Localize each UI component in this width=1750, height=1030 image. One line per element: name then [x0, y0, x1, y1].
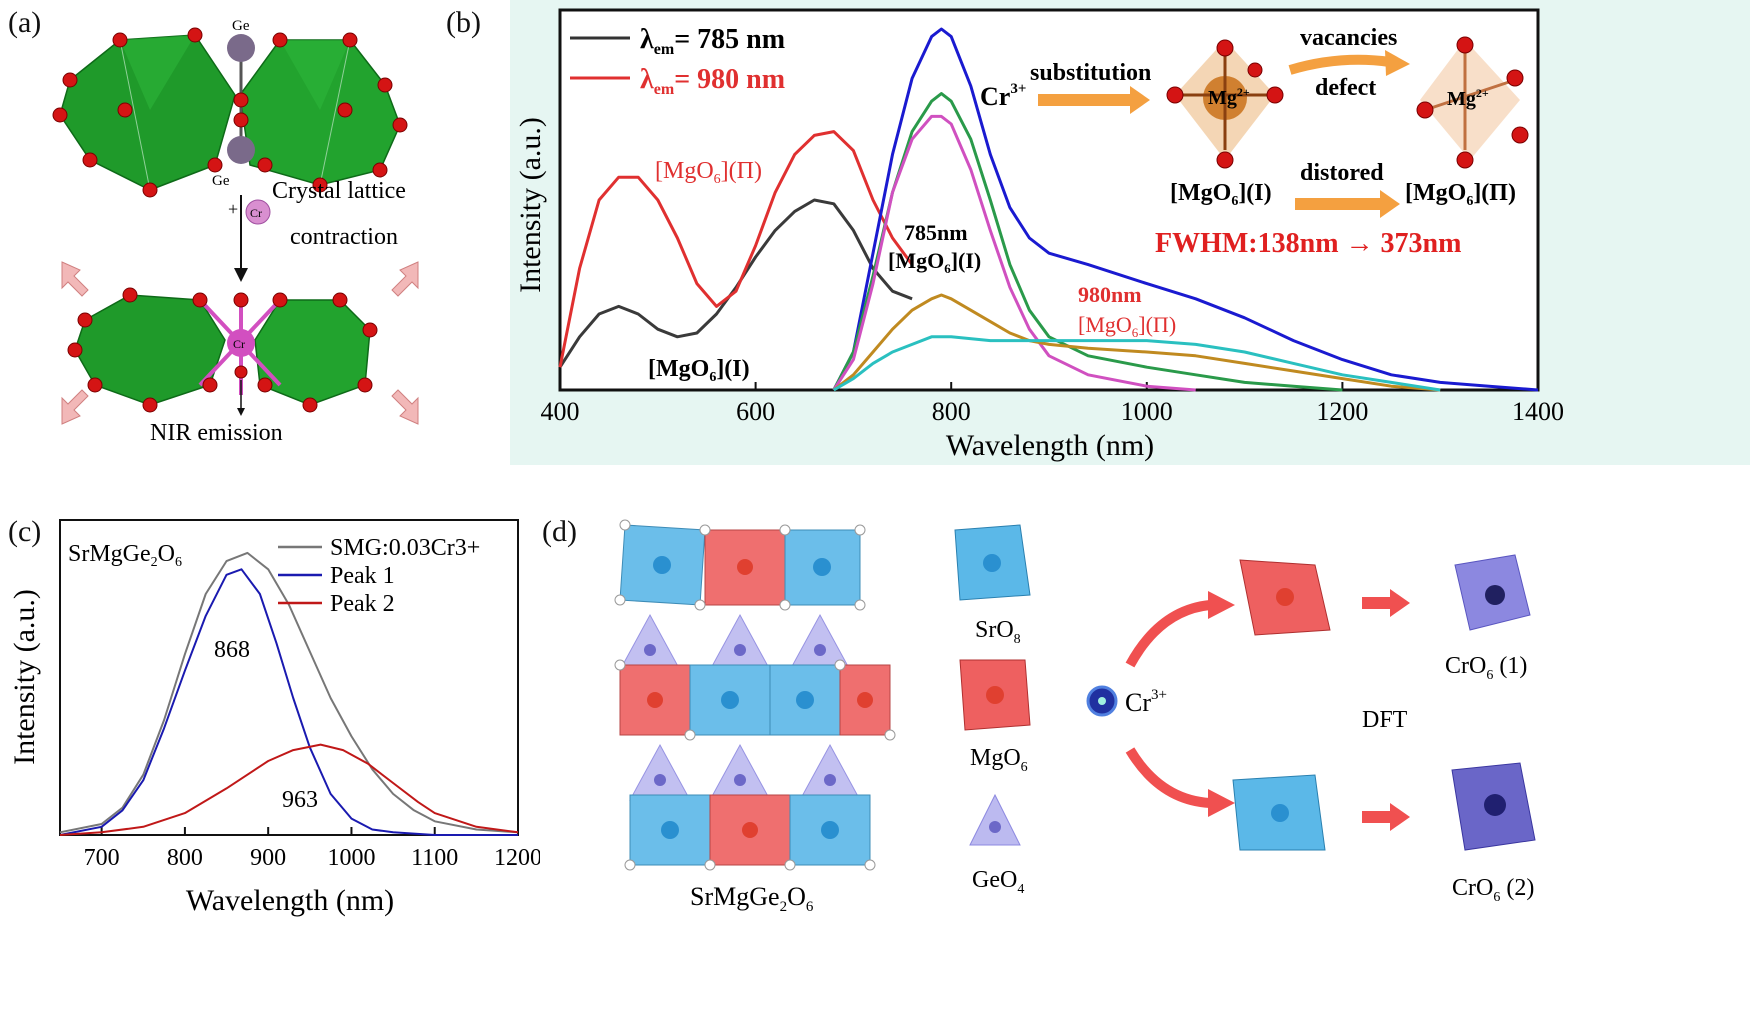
- x-tick-label: 800: [167, 845, 203, 871]
- x-axis-label-c: Wavelength (nm): [186, 884, 394, 917]
- plus-sign: +: [228, 199, 238, 219]
- mg-right: Mg2+: [1447, 86, 1489, 110]
- distored-text: distored: [1300, 160, 1384, 186]
- series-line-5: [832, 293, 1441, 392]
- panel-a-label: (a): [8, 6, 42, 39]
- x-axis-label-b: Wavelength (nm): [946, 429, 1154, 462]
- x-tick-label: 400: [541, 397, 580, 426]
- series-line-0: [59, 551, 519, 834]
- series-line-2: [832, 27, 1539, 392]
- panel-c: (c) 700 800 900 1000 1100 1200 Wavelength (nm…: [0, 505, 540, 1030]
- legend-b: λem= 785 nm λem= 980 nm: [570, 24, 785, 98]
- curved-arrow-up: [1125, 600, 1211, 668]
- cr3-label-b: Cr3+: [980, 81, 1026, 111]
- y-axis-label-b: Intensity (a.u.): [514, 117, 547, 293]
- plot-frame-c: [59, 519, 519, 836]
- panel-d-structure: SrMgGe2O6 SrO8 MgO6 GeO4 Cr3+ Cr: [614, 519, 1536, 915]
- x-tick-label: 1000: [327, 845, 375, 871]
- crystal-lattice-text: Crystal lattice: [272, 178, 406, 204]
- vacancies-text: vacancies: [1300, 25, 1397, 51]
- cr-atom-label: Cr: [250, 206, 262, 220]
- mgo6-I-label: [MgO6](I): [1170, 180, 1272, 209]
- defect-text: defect: [1315, 75, 1376, 101]
- x-tick-label: 1200: [1316, 397, 1368, 426]
- panel-d: (d): [540, 505, 1750, 1030]
- mgo6-label-d: MgO6: [970, 745, 1028, 775]
- top-crystal: Ge Ge: [52, 18, 408, 198]
- legend-entry: SMG:0.03Cr3+: [330, 535, 480, 561]
- series-line-2: [59, 743, 519, 836]
- series-line-0: [558, 198, 913, 369]
- curved-arrow-down: [1125, 747, 1211, 808]
- panel-c-chart: 700 800 900 1000 1100 1200 Wavelength (nm) In…: [8, 519, 540, 917]
- legend-entry: Peak 2: [330, 591, 395, 617]
- cr-atom-icon: [245, 199, 271, 225]
- cr-center-label: Cr: [233, 337, 245, 351]
- srmgge2o6-lattice: SrMgGe2O6: [614, 519, 896, 915]
- x-tick-label: 600: [736, 397, 775, 426]
- annot-mgo6-II-peak: [MgO6](Π): [1078, 312, 1176, 340]
- x-tick-label: 700: [84, 845, 120, 871]
- series-line-1: [558, 130, 914, 368]
- arrow-to-cro6-2: [1362, 803, 1410, 831]
- x-tick-label: 1400: [1512, 397, 1564, 426]
- mgo6-II-label: [MgO6](Π): [1405, 180, 1516, 209]
- x-tick-label: 1000: [1121, 397, 1173, 426]
- sro8-label: SrO8: [975, 617, 1021, 647]
- geo4-label: GeO4: [972, 867, 1024, 897]
- polyhedra-legend: SrO8 MgO6 GeO4: [954, 524, 1031, 897]
- series-line-1: [59, 568, 518, 836]
- panel-a-structure: Ge Ge + Cr Crystal lattice contraction C…: [52, 18, 419, 446]
- srmg-label-d: SrMgGe2O6: [690, 882, 814, 915]
- legend-980: λem= 980 nm: [640, 64, 785, 98]
- peak1-value: 868: [214, 637, 250, 663]
- x-tick-label: 1200: [494, 845, 540, 871]
- compound-label-c: SrMgGe2O6: [68, 541, 182, 570]
- series-line-4: [832, 114, 1196, 392]
- legend-785: λem= 785 nm: [640, 24, 785, 58]
- dft-label: DFT: [1362, 707, 1408, 733]
- x-tick-label: 900: [250, 845, 286, 871]
- annot-980nm: 980nm: [1078, 282, 1142, 307]
- arrow-to-cro6-1: [1362, 589, 1410, 617]
- ge-label-top: Ge: [232, 18, 250, 34]
- panel-b-chart: 400 600 800 1000 1200 1400 Wavelength (nm) In…: [510, 0, 1750, 465]
- cr3-label-d: Cr3+: [1125, 687, 1167, 717]
- compression-arrows: [61, 261, 419, 425]
- panel-c-label: (c): [8, 515, 42, 548]
- x-tick-label: 800: [932, 397, 971, 426]
- annot-mgo6-II-red: [MgO6](Π): [655, 158, 762, 187]
- legend-entry: Peak 1: [330, 563, 395, 589]
- peak2-value: 963: [282, 787, 318, 813]
- annot-mgo6-I-peak: [MgO6](I): [888, 248, 981, 276]
- x-tick-label: 1100: [411, 845, 458, 871]
- panel-a: (a) Ge Ge: [0, 0, 500, 470]
- substitution-text: substitution: [1030, 60, 1151, 86]
- ge-label-bottom: Ge: [212, 173, 230, 189]
- panel-d-label: (d): [542, 515, 577, 548]
- substitution-arrow: [1038, 86, 1150, 114]
- annot-mgo6-I-low: [MgO6](I): [648, 356, 750, 385]
- panel-b-label: (b): [446, 6, 481, 39]
- distored-arrow: [1295, 190, 1400, 218]
- series-line-6: [833, 335, 1441, 392]
- fwhm-text: FWHM:138nm → 373nm: [1155, 228, 1461, 259]
- contraction-text: contraction: [290, 224, 398, 250]
- cro6-2-label: CrO6 (2): [1452, 875, 1534, 905]
- panel-b: (b) 400 600 800 1000 1200 1400 Wavelength (nm…: [446, 0, 1750, 465]
- nir-emission-text: NIR emission: [150, 420, 283, 446]
- bottom-crystal: Cr: [67, 287, 378, 416]
- mg-left: Mg2+: [1208, 85, 1250, 109]
- cro6-1-label: CrO6 (1): [1445, 653, 1527, 683]
- inset-schematic: Cr3+ substitution Mg2+ vacancies defect …: [980, 25, 1529, 218]
- annot-785nm: 785nm: [904, 220, 968, 245]
- y-axis-label-c: Intensity (a.u.): [8, 589, 41, 765]
